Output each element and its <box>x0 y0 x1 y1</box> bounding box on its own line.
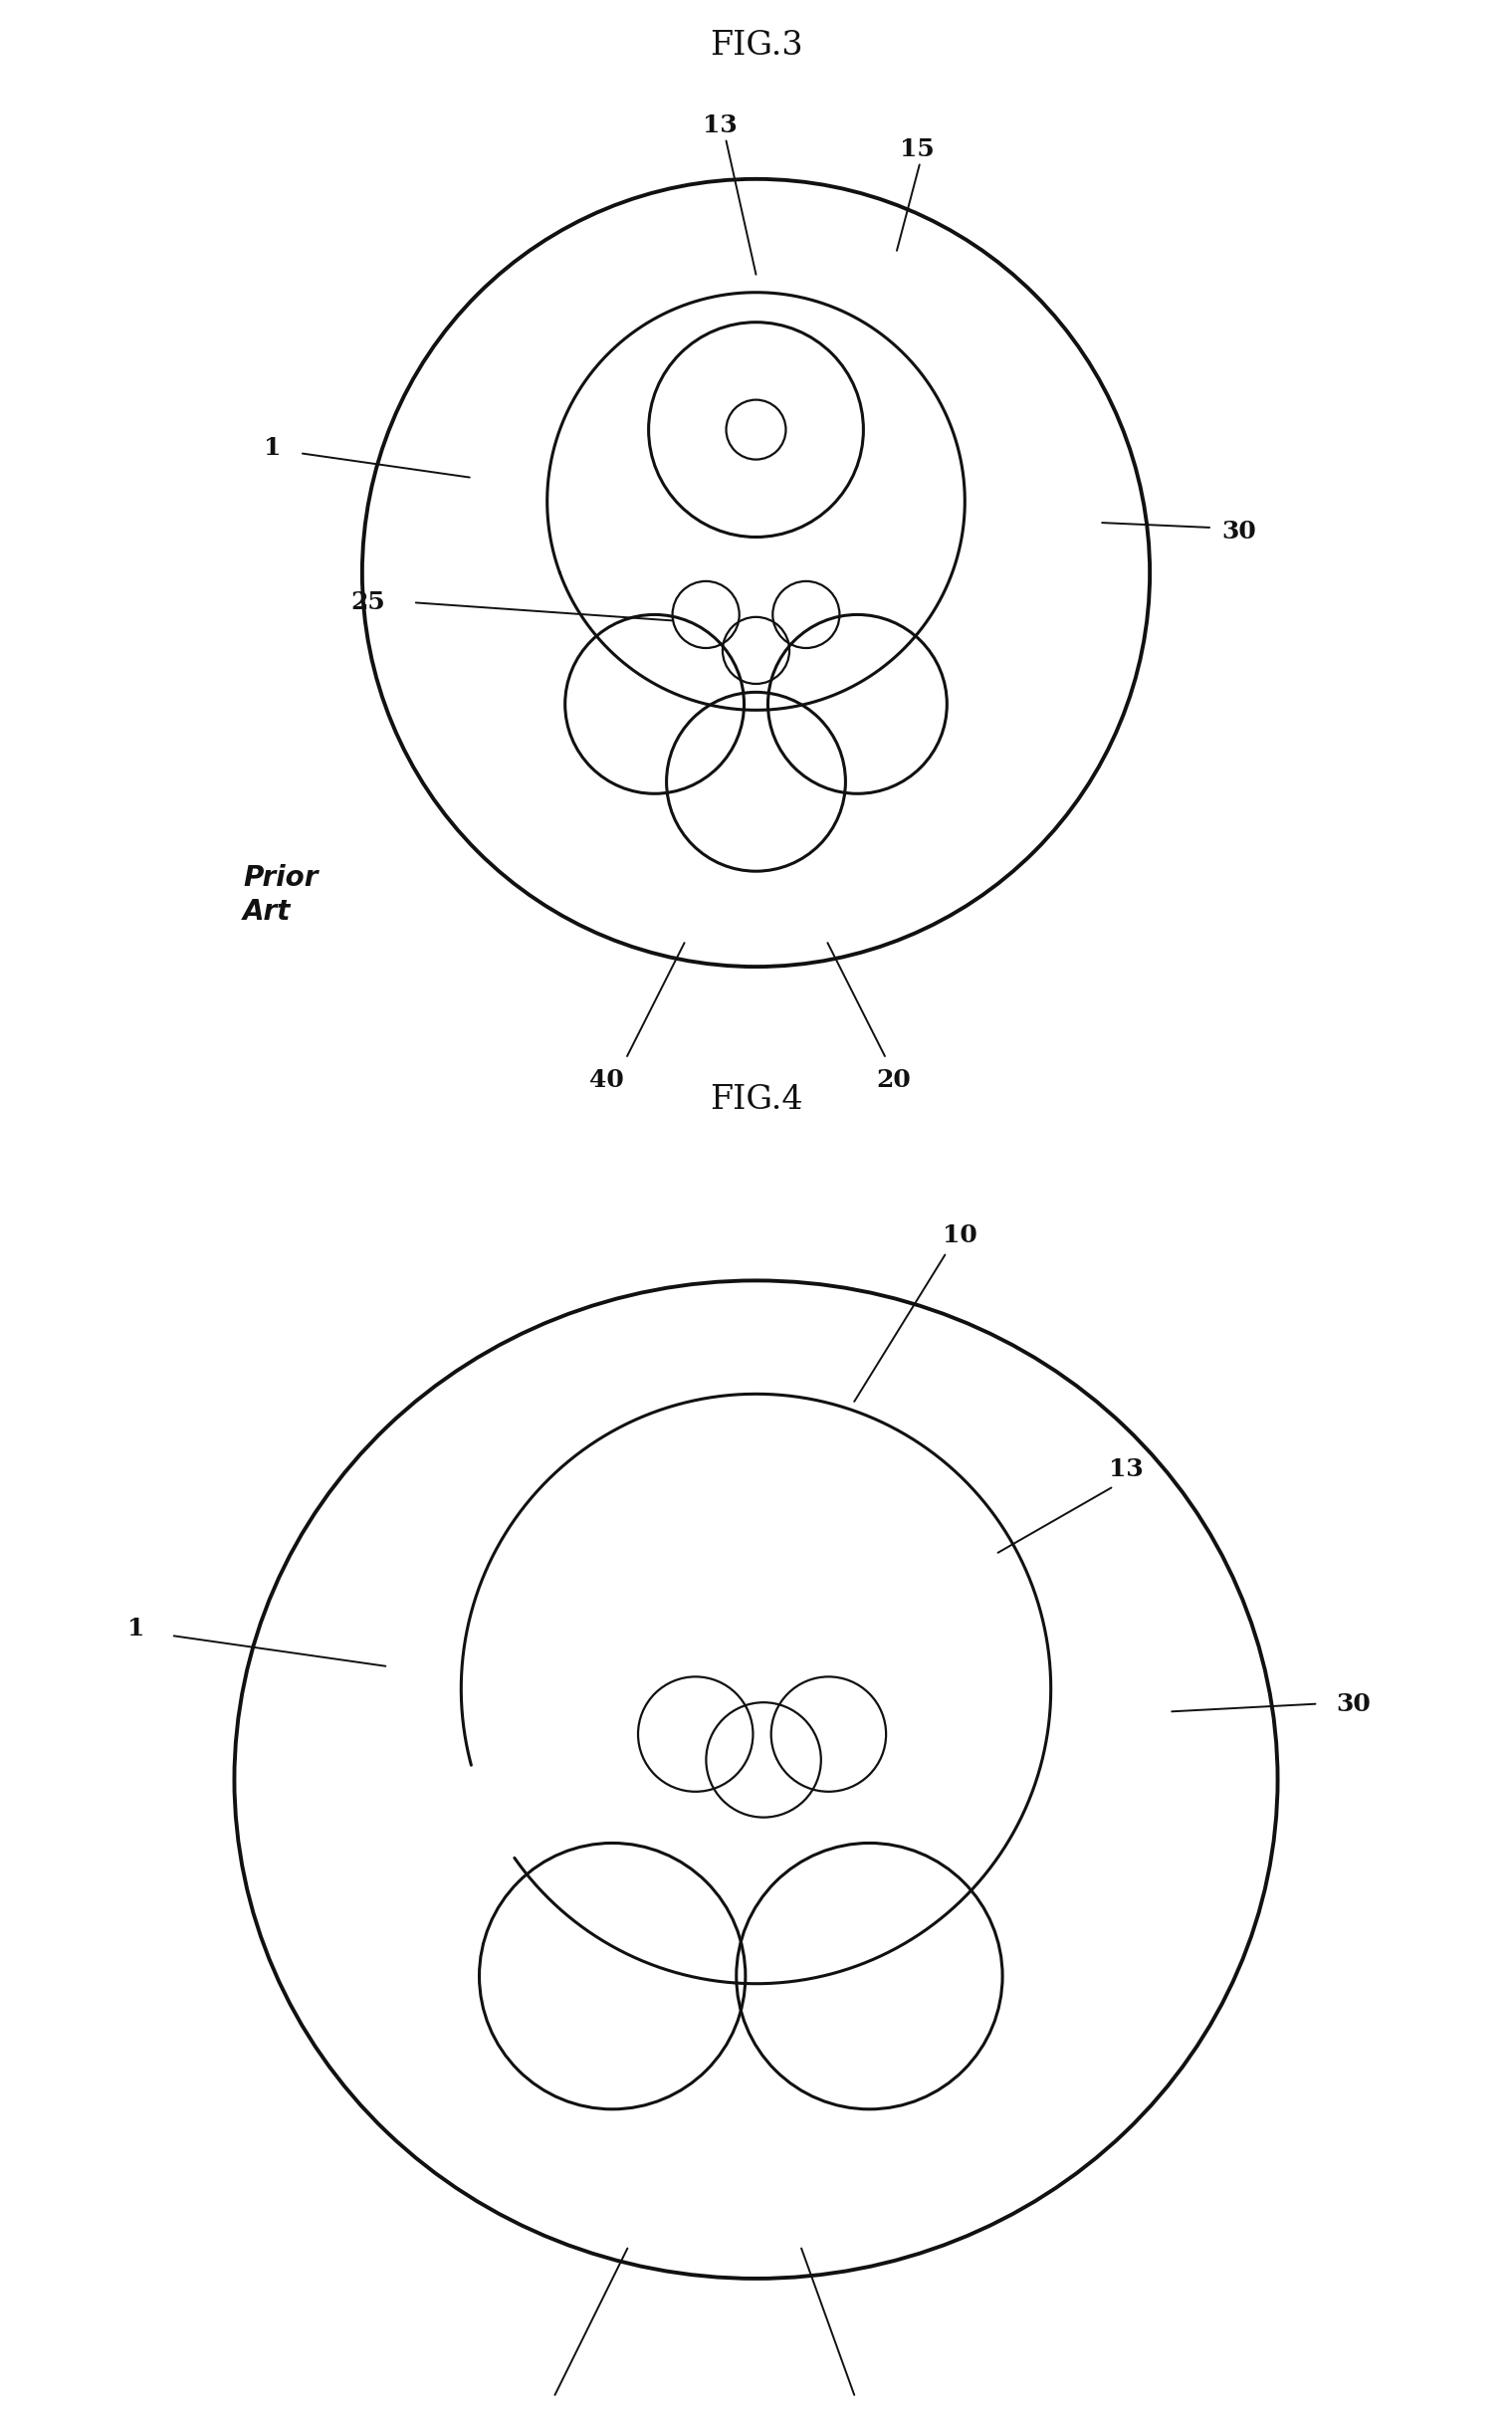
Text: 25: 25 <box>351 591 386 615</box>
Text: 13: 13 <box>703 113 738 137</box>
Text: 1: 1 <box>265 436 281 461</box>
Text: FIG.4: FIG.4 <box>709 1085 803 1116</box>
Text: FIG.3: FIG.3 <box>709 29 803 63</box>
Text: 10: 10 <box>943 1222 977 1246</box>
Text: 30: 30 <box>1222 518 1256 542</box>
Text: 15: 15 <box>900 137 934 162</box>
Text: 30: 30 <box>1337 1693 1370 1717</box>
Text: 40: 40 <box>590 1068 624 1092</box>
Text: 1: 1 <box>127 1615 145 1639</box>
Text: 20: 20 <box>875 1068 910 1092</box>
Text: 13: 13 <box>1110 1459 1143 1480</box>
Text: Prior
Art: Prior Art <box>243 863 318 926</box>
